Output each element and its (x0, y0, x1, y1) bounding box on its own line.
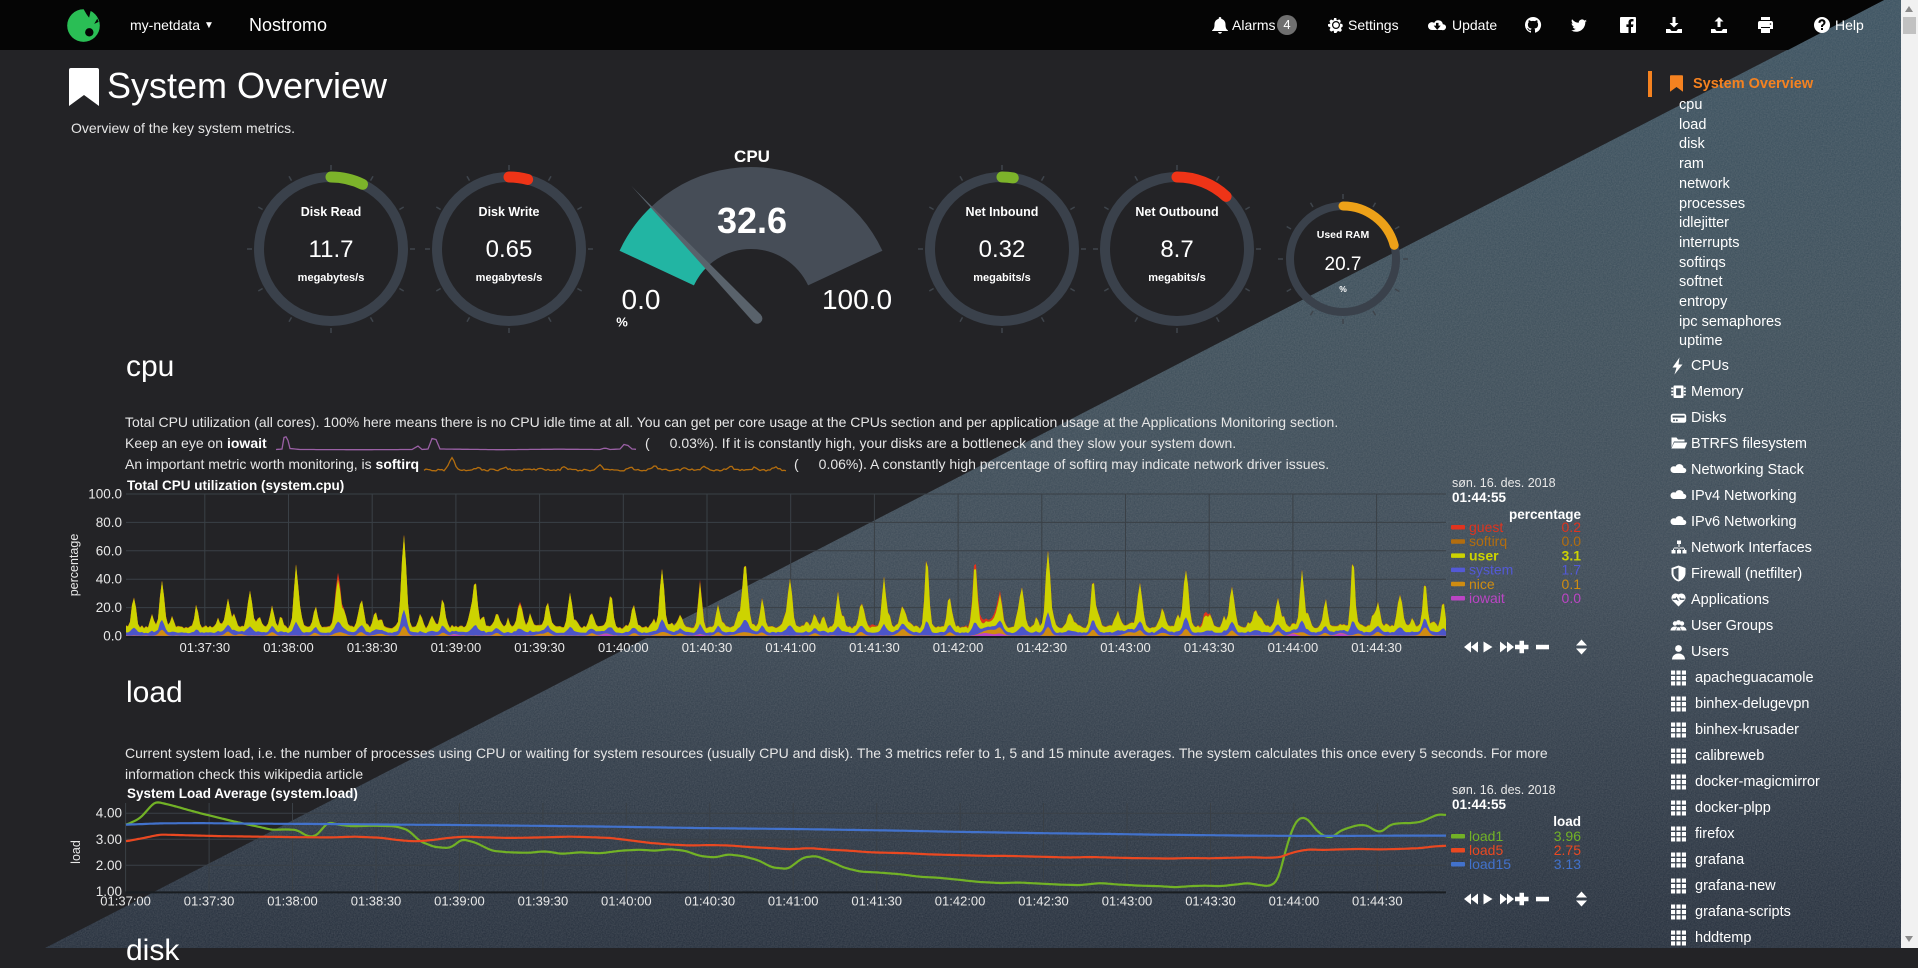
svg-text:01:44:00: 01:44:00 (1268, 640, 1319, 655)
svg-text:60.0: 60.0 (96, 543, 122, 558)
svg-text:0.1: 0.1 (1562, 576, 1582, 592)
svg-text:01:41:30: 01:41:30 (851, 893, 902, 908)
svg-text:20.0: 20.0 (96, 600, 122, 615)
svg-text:01:41:00: 01:41:00 (768, 893, 819, 908)
svg-text:2.75: 2.75 (1554, 842, 1581, 858)
svg-text:01:44:55: 01:44:55 (1452, 490, 1507, 505)
svg-text:percentage: percentage (1509, 507, 1582, 522)
svg-text:01:44:30: 01:44:30 (1352, 893, 1403, 908)
svg-text:load: load (69, 840, 83, 864)
svg-text:01:39:30: 01:39:30 (514, 640, 565, 655)
svg-text:user: user (1469, 547, 1499, 563)
svg-text:100.0: 100.0 (88, 487, 122, 502)
svg-text:load15: load15 (1469, 856, 1511, 872)
svg-text:01:41:00: 01:41:00 (765, 640, 816, 655)
svg-text:01:44:30: 01:44:30 (1351, 640, 1402, 655)
svg-text:01:40:30: 01:40:30 (684, 893, 735, 908)
svg-text:4.00: 4.00 (96, 806, 122, 821)
svg-text:01:44:55: 01:44:55 (1452, 797, 1507, 812)
svg-text:01:38:30: 01:38:30 (347, 640, 398, 655)
svg-text:01:43:00: 01:43:00 (1102, 893, 1153, 908)
svg-text:3.00: 3.00 (96, 832, 122, 847)
svg-text:01:43:30: 01:43:30 (1184, 640, 1235, 655)
svg-text:40.0: 40.0 (96, 572, 122, 587)
svg-text:01:37:30: 01:37:30 (184, 893, 235, 908)
svg-text:01:40:00: 01:40:00 (601, 893, 652, 908)
svg-text:load: load (1553, 814, 1581, 829)
svg-text:percentage: percentage (67, 534, 81, 597)
svg-text:2.00: 2.00 (96, 858, 122, 873)
svg-text:nice: nice (1469, 576, 1495, 592)
svg-text:01:38:00: 01:38:00 (263, 640, 314, 655)
svg-text:01:42:30: 01:42:30 (1016, 640, 1067, 655)
svg-text:3.13: 3.13 (1554, 856, 1581, 872)
svg-text:80.0: 80.0 (96, 515, 122, 530)
svg-text:01:42:00: 01:42:00 (933, 640, 984, 655)
svg-text:søn. 16. des. 2018: søn. 16. des. 2018 (1452, 783, 1556, 797)
svg-text:01:43:30: 01:43:30 (1185, 893, 1236, 908)
svg-text:load1: load1 (1469, 828, 1503, 844)
svg-text:3.96: 3.96 (1554, 828, 1581, 844)
svg-text:01:41:30: 01:41:30 (849, 640, 900, 655)
svg-text:01:43:00: 01:43:00 (1100, 640, 1151, 655)
svg-text:0.0: 0.0 (103, 629, 122, 644)
svg-text:softirq: softirq (1469, 533, 1507, 549)
svg-text:01:44:00: 01:44:00 (1269, 893, 1320, 908)
svg-text:01:42:00: 01:42:00 (935, 893, 986, 908)
svg-text:0.0: 0.0 (1562, 590, 1582, 606)
svg-text:0.0: 0.0 (1562, 533, 1582, 549)
svg-text:3.1: 3.1 (1562, 547, 1582, 563)
svg-text:01:37:30: 01:37:30 (179, 640, 230, 655)
svg-text:01:40:00: 01:40:00 (598, 640, 649, 655)
svg-text:Total CPU utilization (system.: Total CPU utilization (system.cpu) (127, 478, 344, 493)
svg-text:01:37:00: 01:37:00 (100, 893, 151, 908)
svg-text:01:39:30: 01:39:30 (518, 893, 569, 908)
svg-text:01:39:00: 01:39:00 (431, 640, 482, 655)
svg-text:0.2: 0.2 (1562, 519, 1582, 535)
svg-text:iowait: iowait (1469, 590, 1505, 606)
svg-text:System Load Average (system.lo: System Load Average (system.load) (127, 786, 358, 801)
svg-text:1.00: 1.00 (96, 884, 122, 899)
svg-text:01:42:30: 01:42:30 (1018, 893, 1069, 908)
svg-text:load5: load5 (1469, 842, 1503, 858)
svg-text:guest: guest (1469, 519, 1503, 535)
svg-text:system: system (1469, 562, 1513, 578)
svg-text:01:39:00: 01:39:00 (434, 893, 485, 908)
svg-text:01:38:30: 01:38:30 (351, 893, 402, 908)
svg-text:1.7: 1.7 (1562, 562, 1582, 578)
svg-text:01:40:30: 01:40:30 (682, 640, 733, 655)
svg-text:01:38:00: 01:38:00 (267, 893, 318, 908)
svg-text:søn. 16. des. 2018: søn. 16. des. 2018 (1452, 476, 1556, 490)
